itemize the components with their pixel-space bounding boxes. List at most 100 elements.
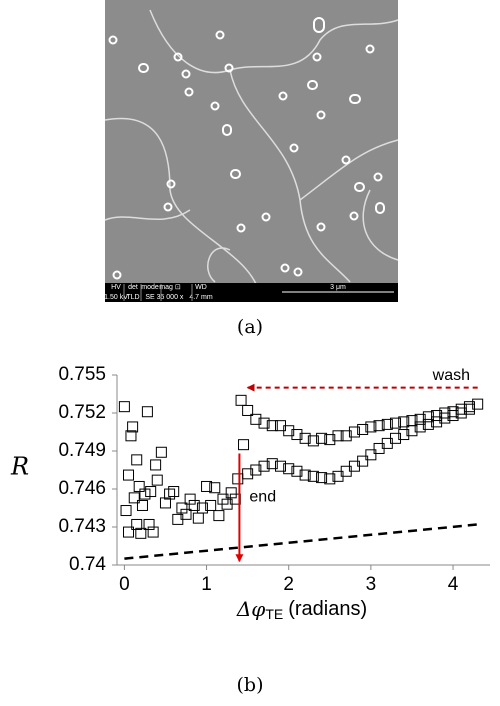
point [316, 432, 328, 444]
x-tick-label: 1 [201, 574, 212, 595]
point [196, 502, 208, 514]
grain-boundary [149, 9, 399, 74]
point [390, 417, 402, 429]
point [147, 526, 159, 538]
point [365, 449, 377, 461]
point [201, 480, 213, 492]
point [324, 473, 336, 485]
x-tick-label: 2 [283, 574, 294, 595]
point [250, 413, 262, 425]
point [316, 472, 328, 484]
point [307, 435, 319, 447]
point [131, 518, 143, 530]
point [373, 420, 385, 432]
point [439, 412, 451, 424]
x-tick-label: 0 [119, 574, 130, 595]
point [235, 394, 247, 406]
point [192, 512, 204, 524]
point [164, 488, 176, 500]
point [431, 410, 443, 422]
y-tick-label: 0.755 [58, 364, 106, 385]
point [118, 401, 130, 413]
grain-boundary [362, 189, 399, 261]
panel-label: (a) [237, 316, 263, 338]
point [168, 486, 180, 498]
x-tick-label: 3 [366, 574, 377, 595]
point [307, 470, 319, 482]
point [390, 432, 402, 444]
point [250, 464, 262, 476]
point [238, 439, 250, 451]
point [291, 429, 303, 441]
info-value: 1.50 kV [104, 294, 128, 301]
info-bar [105, 283, 398, 302]
point [406, 425, 418, 437]
point [145, 486, 157, 498]
point [133, 480, 145, 492]
point [266, 420, 278, 432]
line [124, 523, 478, 560]
grain-boundary [207, 247, 231, 283]
point [422, 418, 434, 430]
y-axis-label: R [10, 453, 29, 481]
point [258, 460, 270, 472]
particles [108, 17, 412, 280]
point [180, 508, 192, 520]
point [159, 497, 171, 509]
plot: 0.74 0.743 0.746 0.749 0.752 0.755 0 1 2 3 4 R ΔφTE (… [10, 364, 490, 622]
point [188, 499, 200, 511]
x-label-unit: (radians) [288, 598, 367, 620]
point [131, 454, 143, 466]
point [414, 421, 426, 433]
point [176, 502, 188, 514]
point [299, 469, 311, 481]
grain-boundary [104, 117, 261, 296]
point [455, 407, 467, 419]
point [135, 527, 147, 539]
info-value: 35 000 x [157, 294, 184, 301]
point [209, 482, 221, 494]
point [242, 468, 254, 480]
x-tick-label: 4 [448, 574, 459, 595]
point [398, 429, 410, 441]
point [128, 492, 140, 504]
point [123, 469, 135, 481]
scale-bar-label: 3 μm [330, 284, 346, 291]
panel-label: (b) [237, 674, 264, 696]
y-tick-label: 0.749 [58, 440, 106, 461]
point [184, 493, 196, 505]
info-label: WD [195, 284, 207, 291]
point [139, 488, 151, 500]
point [291, 465, 303, 477]
point [141, 406, 153, 418]
point [150, 459, 162, 471]
point [381, 418, 393, 430]
info-label: mag ⊡ [159, 284, 181, 291]
grain-boundary [104, 209, 191, 221]
point [340, 430, 352, 442]
point [274, 460, 286, 472]
point [332, 430, 344, 442]
point [398, 416, 410, 428]
point [348, 426, 360, 438]
point [447, 410, 459, 422]
x-label-subscript: TE [265, 606, 283, 622]
point [127, 421, 139, 433]
point [258, 417, 270, 429]
point [357, 423, 369, 435]
y-tick-label: 0.74 [69, 554, 106, 575]
y-tick-label: 0.743 [58, 516, 106, 537]
point [283, 463, 295, 475]
point [283, 425, 295, 437]
info-label: det [128, 284, 138, 291]
info-value: 4.7 mm [189, 294, 213, 301]
point [365, 421, 377, 433]
x-axis-label: ΔφTE (radians) [236, 597, 367, 622]
point [205, 499, 217, 511]
point [213, 510, 225, 522]
info-value: TLD [126, 294, 139, 301]
annotation-label: wash [432, 367, 470, 384]
